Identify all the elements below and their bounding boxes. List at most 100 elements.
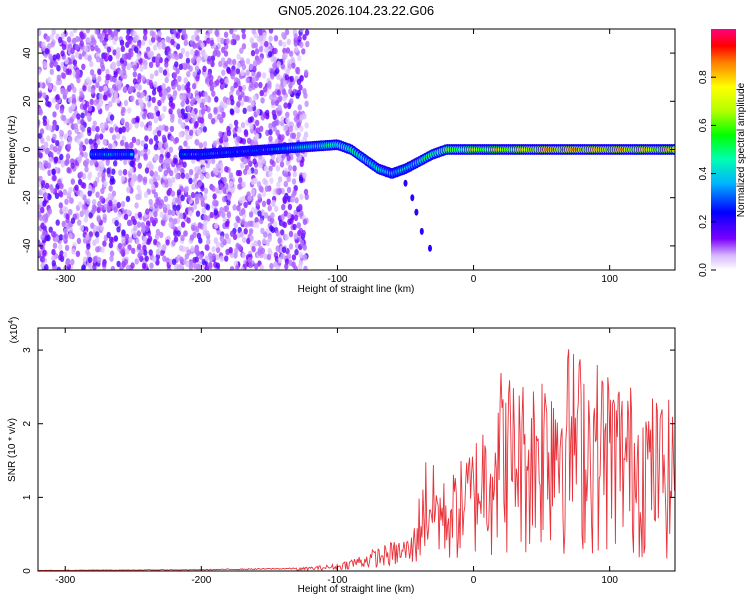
spectrogram-noise-point bbox=[114, 126, 120, 133]
spectrogram-noise-point bbox=[277, 187, 283, 195]
spectrogram-noise-point bbox=[97, 32, 102, 40]
spectrogram-noise-point bbox=[109, 114, 115, 121]
spectrogram-noise-point bbox=[183, 33, 188, 40]
spectrogram-noise-point bbox=[70, 162, 75, 169]
spectrogram-noise-point bbox=[275, 264, 280, 270]
spectrogram-noise-point bbox=[75, 72, 80, 80]
spectrogram-noise-point bbox=[102, 240, 107, 247]
spectrogram-noise-point bbox=[129, 167, 134, 174]
spectrogram-noise-point bbox=[235, 264, 240, 270]
snr-y-tick-label: 1 bbox=[22, 494, 33, 500]
spectrogram-noise-point bbox=[51, 260, 56, 267]
spectrogram-noise-point bbox=[40, 137, 45, 144]
spectrogram-noise-point bbox=[267, 235, 272, 242]
spectrogram-noise-point bbox=[203, 53, 208, 60]
spectrogram-noise-point bbox=[299, 125, 304, 132]
spectrogram-noise-point bbox=[38, 108, 41, 115]
spectrogram-noise-point bbox=[108, 100, 113, 108]
spectrogram-noise-point bbox=[286, 186, 292, 194]
snr-y-tick-label: 0 bbox=[22, 568, 33, 574]
spectrogram-noise-point bbox=[149, 73, 154, 80]
spectrogram-noise-point bbox=[136, 91, 141, 98]
spectrogram-noise-point bbox=[148, 79, 153, 87]
spectrogram-noise-point bbox=[113, 235, 119, 242]
spectrogram-noise-point bbox=[218, 131, 223, 138]
spectrogram-noise-point bbox=[86, 198, 91, 205]
spectrogram-noise-point bbox=[127, 107, 132, 114]
spectrogram-noise-point bbox=[212, 50, 217, 57]
spectrogram-noise-point bbox=[304, 29, 310, 36]
spectrogram-noise-point bbox=[212, 199, 217, 207]
spectrogram-noise-point bbox=[153, 238, 158, 246]
spectrogram-noise-point bbox=[258, 46, 264, 53]
spectrogram-noise-point bbox=[240, 162, 245, 169]
spectrogram-noise-point bbox=[267, 247, 272, 255]
spectrogram-noise-point bbox=[176, 230, 181, 237]
spectrogram-noise-point bbox=[219, 206, 224, 214]
spectrogram-noise-point bbox=[285, 117, 290, 124]
spectrogram-noise-point bbox=[93, 255, 98, 263]
spectrogram-noise-point bbox=[114, 220, 119, 227]
spectrogram-noise-point bbox=[246, 237, 251, 245]
spectrogram-noise-point bbox=[221, 69, 226, 76]
spectrogram-noise-point bbox=[206, 37, 211, 44]
spectrogram-noise-point bbox=[69, 30, 74, 38]
ridge-core bbox=[129, 152, 134, 156]
spectrogram-noise-point bbox=[161, 88, 167, 96]
colorbar-label: Normalized spectral amplitude bbox=[736, 82, 747, 217]
spectrogram-noise-point bbox=[116, 60, 121, 67]
spectrogram-noise-point bbox=[192, 262, 198, 270]
spectrogram-noise-point bbox=[191, 41, 196, 48]
spectrogram-noise-point bbox=[59, 107, 64, 114]
spectrogram-noise-point bbox=[222, 176, 227, 184]
spectrogram-noise-point bbox=[199, 102, 205, 109]
spectrogram-noise-point bbox=[177, 118, 183, 125]
spectrogram-noise-point bbox=[268, 165, 273, 172]
spectrogram-noise-point bbox=[253, 168, 259, 175]
snr-x-tick-label: -300 bbox=[55, 575, 75, 586]
spectrogram-noise-point bbox=[284, 234, 289, 241]
spectrogram-noise-point bbox=[161, 220, 166, 227]
spectrogram-noise-point bbox=[51, 29, 56, 36]
spectrogram-noise-point bbox=[204, 244, 209, 251]
spectrogram-noise-point bbox=[241, 252, 246, 259]
spectrogram-noise-point bbox=[148, 138, 154, 145]
spectrogram-noise-point bbox=[162, 69, 168, 76]
spectrogram-noise-point bbox=[299, 41, 304, 48]
spectrogram-noise-point bbox=[141, 262, 147, 270]
spectrogram-noise-point bbox=[84, 166, 89, 173]
spectrogram-noise-point bbox=[108, 241, 114, 249]
spectrogram-noise-point bbox=[230, 187, 235, 194]
spectrogram-noise-point bbox=[168, 96, 174, 103]
spectrogram-noise-point bbox=[144, 52, 149, 59]
spectrogram-noise-point bbox=[51, 255, 56, 262]
spectrogram-noise-point bbox=[245, 77, 250, 84]
spectrogram-noise-point bbox=[49, 151, 54, 158]
spectrogram-noise-point bbox=[166, 151, 171, 159]
spectrogram-noise-point bbox=[139, 249, 144, 256]
spectrogram-noise-point bbox=[111, 168, 116, 175]
spectrogram-noise-point bbox=[296, 131, 301, 139]
spectrogram-noise-point bbox=[116, 260, 121, 268]
spectrogram-noise-point bbox=[56, 74, 61, 81]
spectrogram-noise-point bbox=[219, 78, 225, 85]
spectrogram-noise-point bbox=[284, 29, 290, 36]
spectrogram-noise-point bbox=[128, 236, 133, 244]
spectrogram-noise-point bbox=[87, 184, 93, 191]
spectrogram-noise-point bbox=[102, 94, 108, 101]
spectrogram-noise-point bbox=[81, 182, 87, 189]
spectrogram-noise-point bbox=[52, 85, 57, 92]
spectrogram-noise-point bbox=[215, 79, 220, 86]
spectrogram-noise-point bbox=[276, 89, 281, 96]
spectrogram-noise-point bbox=[241, 29, 246, 34]
spectrogram-noise-point bbox=[277, 104, 282, 112]
spectrogram-noise-point bbox=[239, 47, 244, 54]
spectrogram-noise-point bbox=[150, 183, 156, 191]
spectrogram-noise-point bbox=[295, 92, 300, 99]
spectrogram-noise-point bbox=[64, 198, 69, 205]
spectrogram-noise-point bbox=[134, 258, 139, 265]
spectrogram-noise-point bbox=[196, 128, 202, 136]
spectrogram-noise-point bbox=[241, 43, 247, 50]
spectrogram-noise-point bbox=[153, 211, 158, 218]
colorbar-tick-label: 0.8 bbox=[698, 70, 709, 84]
